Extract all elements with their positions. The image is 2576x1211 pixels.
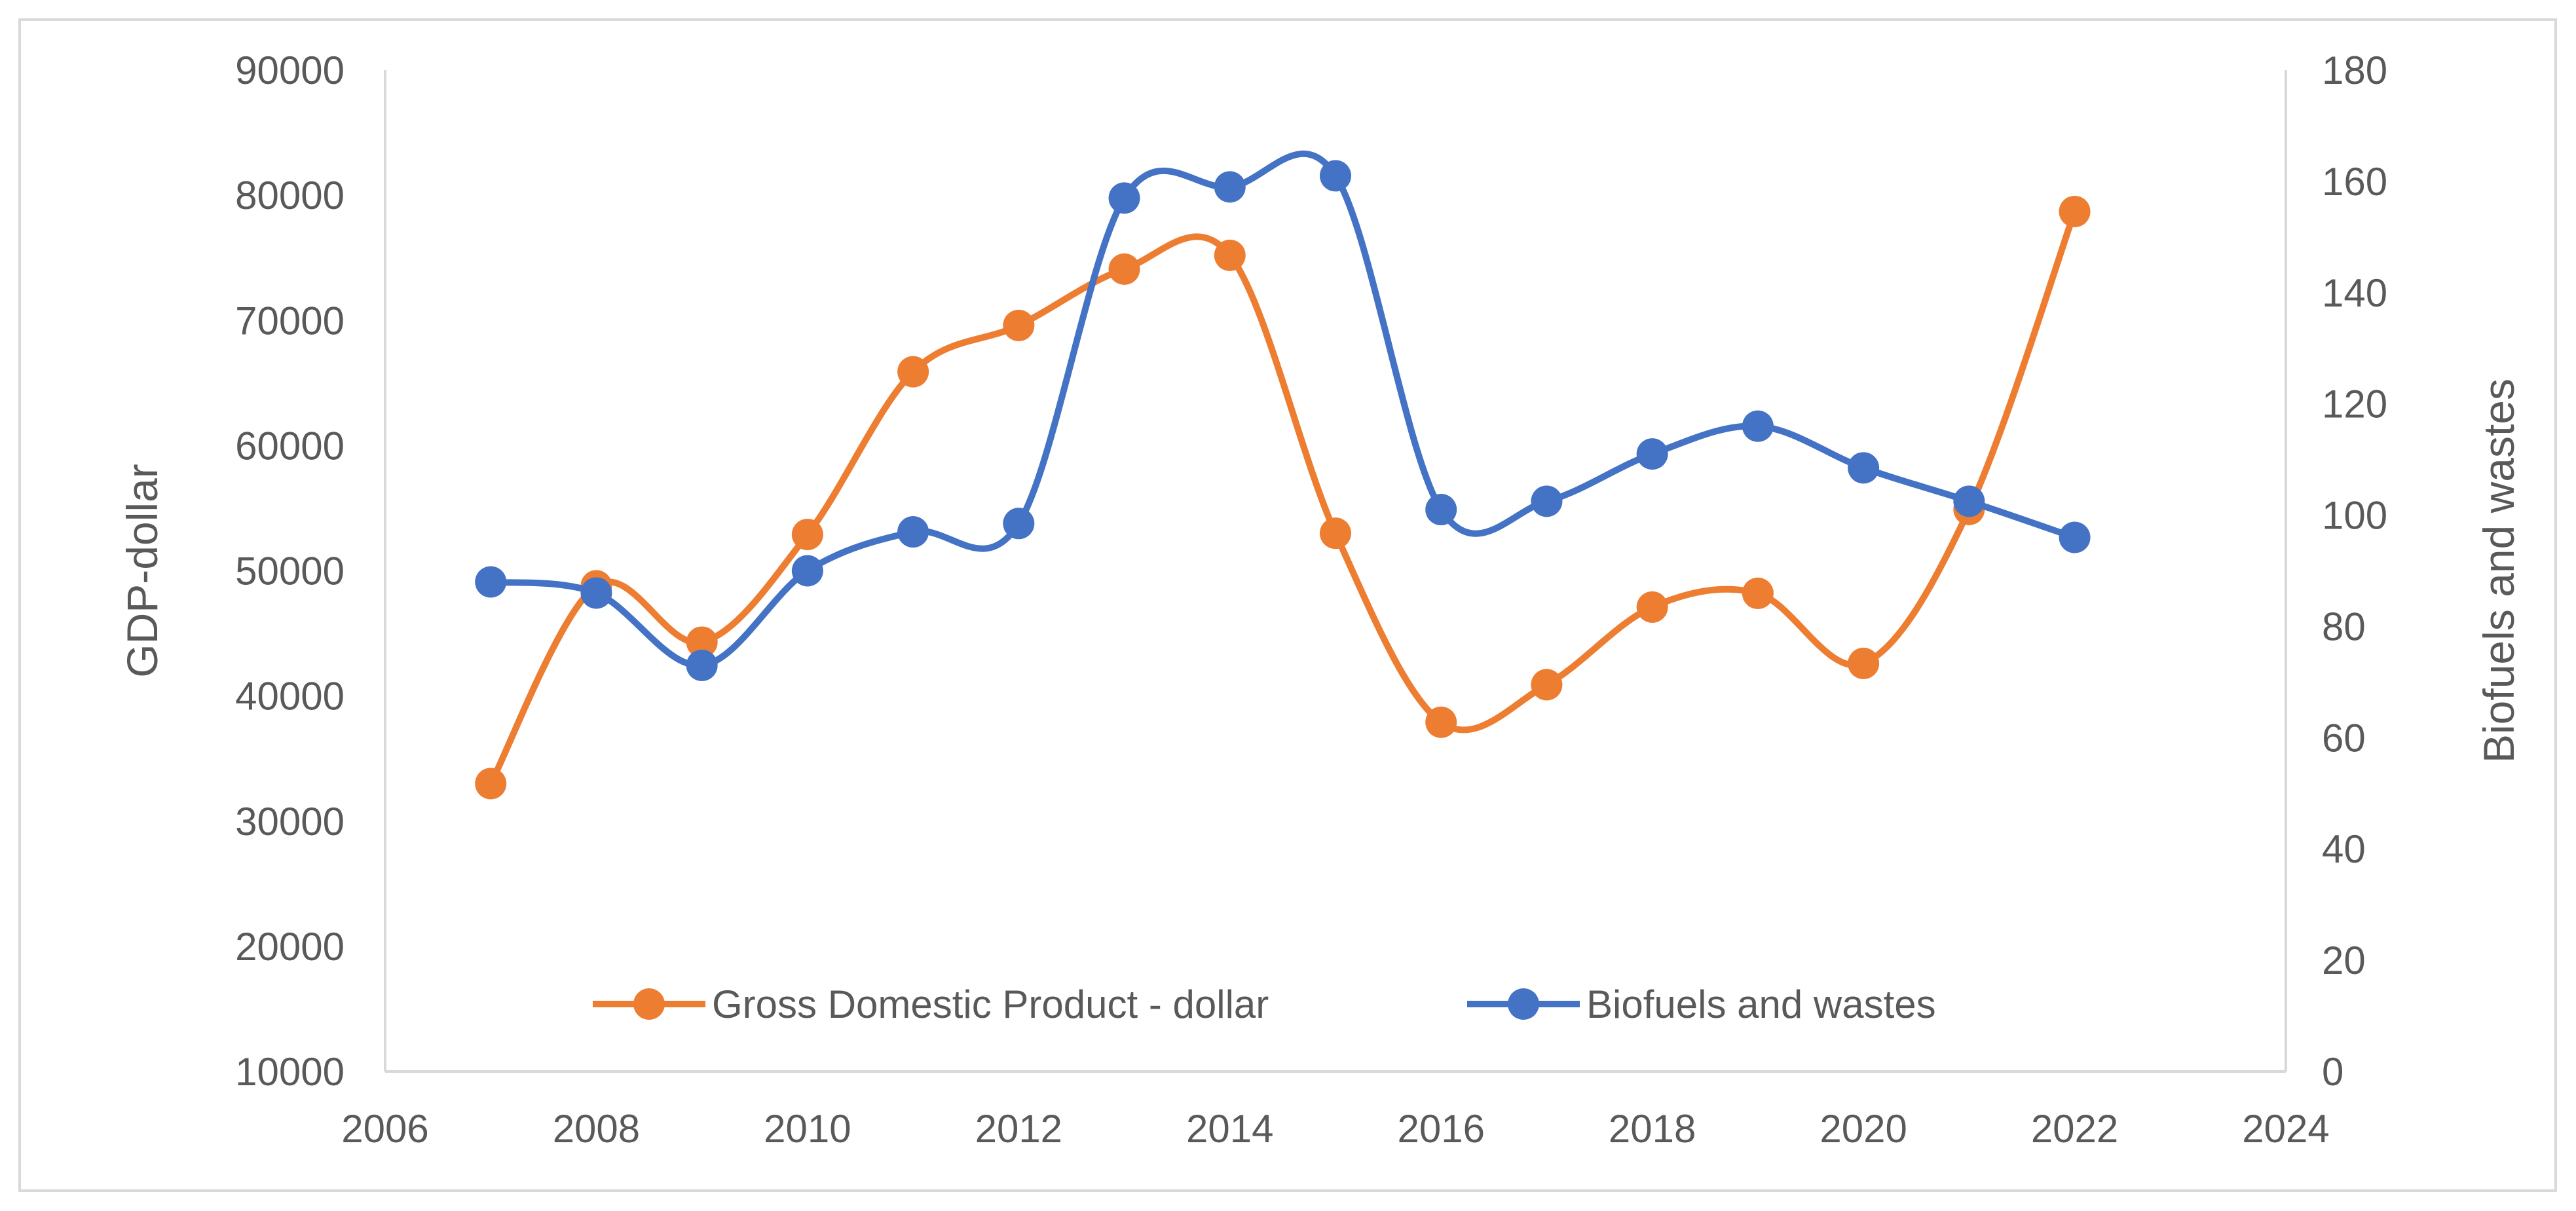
y-left-tick-label-20000: 20000 xyxy=(235,925,345,969)
point-gdp-2009 xyxy=(686,626,718,658)
x-tick-label-2020: 2020 xyxy=(1820,1107,1907,1151)
y-axis-right-title: Biofuels and wastes xyxy=(2474,379,2523,763)
point-biofuels-2020 xyxy=(1848,452,1880,484)
point-biofuels-2017 xyxy=(1531,485,1563,517)
x-tick-label-2010: 2010 xyxy=(764,1107,851,1151)
point-gdp-2018 xyxy=(1636,591,1668,623)
y-right-tick-label-0: 0 xyxy=(2322,1050,2343,1094)
point-gdp-2016 xyxy=(1425,706,1457,738)
x-tick-label-2022: 2022 xyxy=(2031,1107,2118,1151)
point-biofuels-2008 xyxy=(580,577,612,609)
y-right-tick-label-20: 20 xyxy=(2322,939,2366,982)
point-biofuels-2012 xyxy=(1003,508,1035,540)
legend-gdp-label: Gross Domestic Product - dollar xyxy=(712,982,1269,1026)
chart-frame xyxy=(18,18,2557,1192)
legend: Gross Domestic Product - dollar Biofuels… xyxy=(593,982,1936,1026)
point-biofuels-2015 xyxy=(1320,160,1351,192)
point-biofuels-2016 xyxy=(1425,494,1457,526)
point-gdp-2014 xyxy=(1214,239,1246,271)
legend-item-biofuels: Biofuels and wastes xyxy=(1467,982,1936,1026)
point-gdp-2015 xyxy=(1320,517,1351,550)
point-gdp-2011 xyxy=(897,356,929,388)
legend-item-gdp: Gross Domestic Product - dollar xyxy=(593,982,1269,1026)
legend-biofuels-marker xyxy=(1508,988,1539,1020)
y-right-tick-label-180: 180 xyxy=(2322,48,2387,92)
x-tick-label-2012: 2012 xyxy=(975,1107,1062,1151)
y-right-tick-label-100: 100 xyxy=(2322,494,2387,538)
point-biofuels-2007 xyxy=(475,566,507,598)
point-biofuels-2013 xyxy=(1108,182,1140,214)
legend-gdp-marker xyxy=(633,988,665,1020)
y-right-tick-label-60: 60 xyxy=(2322,716,2366,760)
series-gdp-line xyxy=(487,208,2078,787)
y-right-tick-label-40: 40 xyxy=(2322,827,2366,871)
y-axis-left-title: GDP-dollar xyxy=(118,464,166,677)
point-biofuels-2014 xyxy=(1214,171,1246,203)
series-gdp xyxy=(475,195,2091,800)
point-biofuels-2011 xyxy=(897,516,929,548)
y-left-tick-label-60000: 60000 xyxy=(235,424,345,468)
point-gdp-2019 xyxy=(1742,577,1774,609)
x-tick-label-2016: 2016 xyxy=(1397,1107,1484,1151)
point-gdp-2017 xyxy=(1531,669,1563,701)
y-left-tick-label-30000: 30000 xyxy=(235,800,345,844)
x-tick-label-2008: 2008 xyxy=(553,1107,640,1151)
point-gdp-2007 xyxy=(475,768,507,800)
y-left-tick-label-50000: 50000 xyxy=(235,550,345,593)
y-left-tick-label-90000: 90000 xyxy=(235,48,345,92)
y-left-tick-label-40000: 40000 xyxy=(235,675,345,718)
y-left-tick-label-10000: 10000 xyxy=(235,1050,345,1094)
point-gdp-2022 xyxy=(2059,195,2091,227)
y-right-tick-label-140: 140 xyxy=(2322,271,2387,315)
y-right-tick-label-160: 160 xyxy=(2322,160,2387,204)
point-biofuels-2009 xyxy=(686,649,718,681)
series-layer xyxy=(475,150,2091,800)
x-tick-label-2018: 2018 xyxy=(1609,1107,1696,1151)
series-biofuels xyxy=(475,150,2091,681)
x-tick-label-2024: 2024 xyxy=(2242,1107,2329,1151)
x-tick-label-2006: 2006 xyxy=(341,1107,428,1151)
y-left-tick-label-80000: 80000 xyxy=(235,174,345,217)
point-gdp-2013 xyxy=(1108,253,1140,285)
point-gdp-2012 xyxy=(1003,309,1035,341)
x-tick-label-2014: 2014 xyxy=(1186,1107,1273,1151)
point-gdp-2010 xyxy=(791,519,823,551)
legend-biofuels-label: Biofuels and wastes xyxy=(1586,982,1936,1026)
x-tick-labels: 2006 2008 2010 2012 2014 2016 2018 2020 2022 2024 xyxy=(341,1107,2329,1151)
point-biofuels-2022 xyxy=(2059,521,2091,553)
point-biofuels-2018 xyxy=(1636,438,1668,470)
point-biofuels-2019 xyxy=(1742,410,1774,442)
point-gdp-2020 xyxy=(1848,647,1880,679)
y-right-tick-labels: 0 20 40 60 80 100 120 140 160 180 xyxy=(2322,48,2387,1094)
y-right-tick-label-120: 120 xyxy=(2322,382,2387,426)
series-biofuels-line xyxy=(487,150,2078,669)
y-left-tick-labels: 10000 20000 30000 40000 50000 60000 70000 80000… xyxy=(235,48,345,1094)
y-left-tick-label-70000: 70000 xyxy=(235,299,345,343)
y-right-tick-label-80: 80 xyxy=(2322,605,2366,648)
point-biofuels-2021 xyxy=(1953,485,1985,517)
point-biofuels-2010 xyxy=(791,555,823,587)
